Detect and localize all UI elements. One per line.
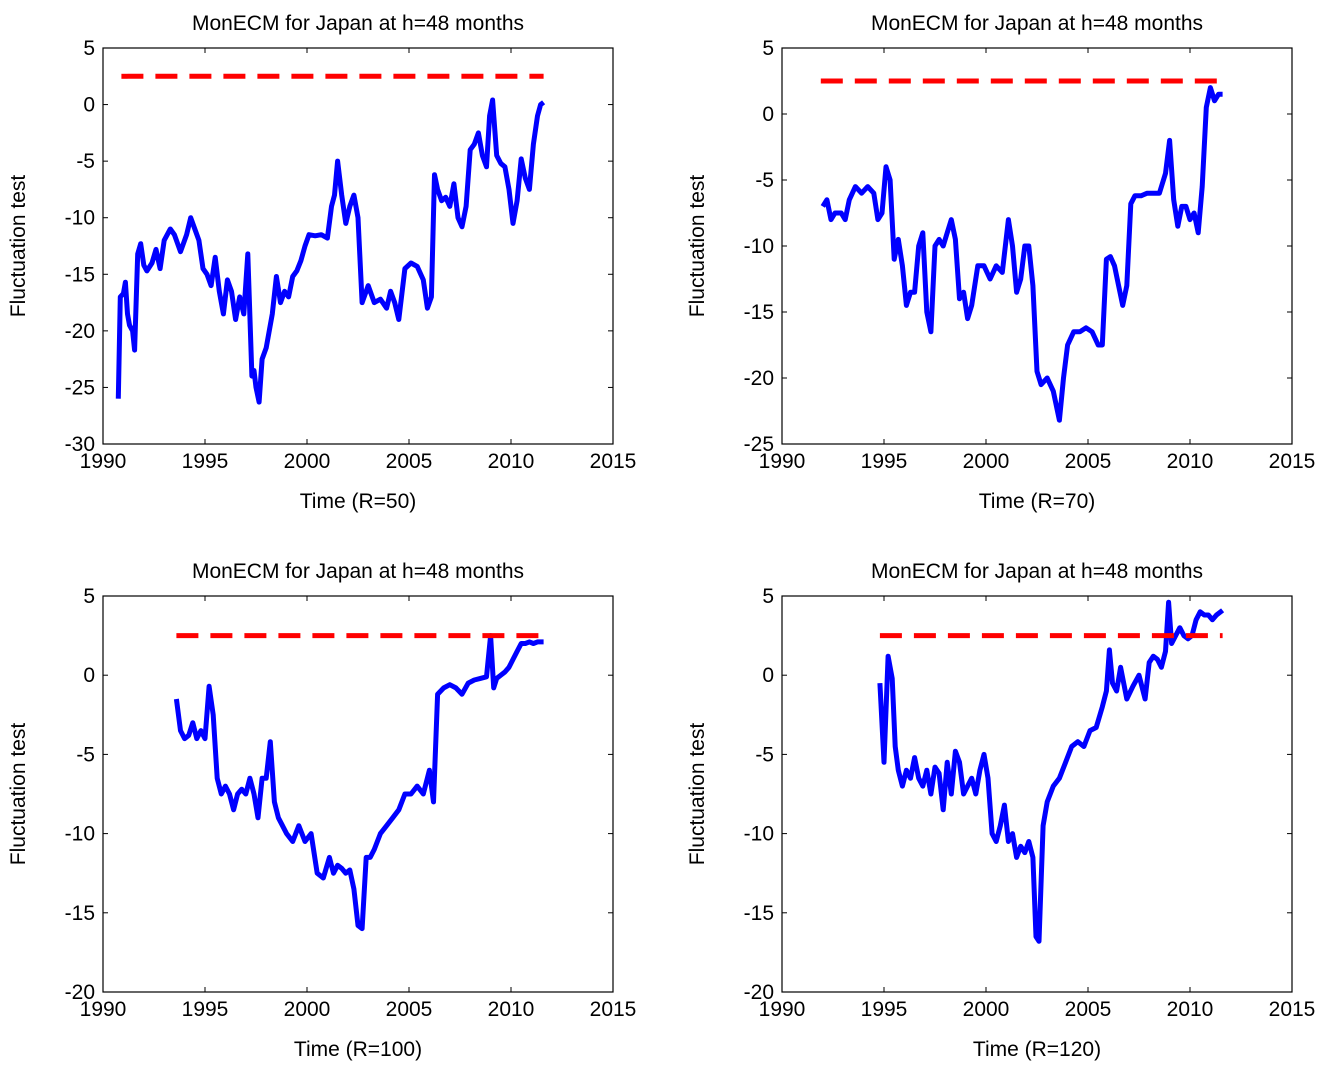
y-tick-label: -15 <box>744 301 774 324</box>
x-tick-label: 2015 <box>1269 998 1316 1021</box>
y-tick-label: 5 <box>83 37 95 60</box>
y-tick-label: -20 <box>65 981 95 1004</box>
y-tick-label: 0 <box>83 94 95 117</box>
x-axis-label: Time (R=70) <box>979 490 1096 513</box>
y-tick-label: -10 <box>65 823 95 846</box>
x-tick-label: 2005 <box>386 450 433 473</box>
y-tick-label: -5 <box>76 743 95 766</box>
x-tick-label: 2015 <box>1269 450 1316 473</box>
y-axis-label: Fluctuation test <box>686 723 709 866</box>
x-tick-label: 1995 <box>861 998 908 1021</box>
y-tick-label: -25 <box>65 376 95 399</box>
chart-title: MonECM for Japan at h=48 months <box>192 560 524 583</box>
x-tick-label: 2005 <box>1065 998 1112 1021</box>
plot-area: 1990 1995 2000 2005 2010 2015 -20 -15 -10 -5 0 5 <box>744 585 1316 1021</box>
chart-panel-3: MonECM for Japan at h=48 months Time (R=… <box>7 560 636 1061</box>
x-tick-label: 1995 <box>861 450 908 473</box>
y-axis-label: Fluctuation test <box>7 723 30 866</box>
fluctuation-series-line <box>115 97 546 405</box>
y-tick-label: -15 <box>65 263 95 286</box>
y-tick-label: -15 <box>744 902 774 925</box>
x-tick-label: 2015 <box>590 998 637 1021</box>
y-tick-label: -5 <box>755 743 774 766</box>
x-tick-label: 2000 <box>284 998 331 1021</box>
y-tick-label: -20 <box>744 981 774 1004</box>
axes-box <box>102 595 614 993</box>
y-tick-label: 5 <box>83 585 95 608</box>
chart-title: MonECM for Japan at h=48 months <box>192 12 524 35</box>
y-axis-label: Fluctuation test <box>7 175 30 318</box>
x-tick-label: 2005 <box>386 998 433 1021</box>
chart-title: MonECM for Japan at h=48 months <box>871 560 1203 583</box>
chart-panel-1: MonECM for Japan at h=48 months Time (R=… <box>7 12 636 513</box>
axes-box <box>781 595 1293 993</box>
x-axis-label: Time (R=100) <box>294 1038 422 1061</box>
y-tick-label: -15 <box>65 902 95 925</box>
y-tick-label: -20 <box>65 320 95 343</box>
y-tick-label: -30 <box>65 433 95 456</box>
y-tick-label: -5 <box>76 150 95 173</box>
x-tick-label: 2010 <box>1167 998 1214 1021</box>
x-tick-label: 2015 <box>590 450 637 473</box>
y-tick-label: -5 <box>755 169 774 192</box>
x-tick-label: 2010 <box>488 998 535 1021</box>
x-tick-label: 1990 <box>80 998 127 1021</box>
plot-area: 1990 1995 2000 2005 2010 2015 -25 -20 -15 -10 -5 0 5 <box>744 37 1316 473</box>
y-tick-label: -20 <box>744 367 774 390</box>
x-tick-label: 2000 <box>284 450 331 473</box>
plot-area: 1990 1995 2000 2005 2010 2015 -30 -25 -20 -15 -10 -… <box>65 37 637 473</box>
y-axis-label: Fluctuation test <box>686 175 709 318</box>
chart-title: MonECM for Japan at h=48 months <box>871 12 1203 35</box>
fluctuation-series-line <box>877 599 1225 944</box>
y-tick-label: -25 <box>744 433 774 456</box>
y-tick-label: 0 <box>762 664 774 687</box>
x-axis-label: Time (R=50) <box>300 490 417 513</box>
y-tick-label: -10 <box>65 207 95 230</box>
x-tick-label: 2010 <box>1167 450 1214 473</box>
x-tick-label: 1990 <box>759 450 806 473</box>
x-tick-label: 2005 <box>1065 450 1112 473</box>
x-tick-label: 2010 <box>488 450 535 473</box>
axes-box <box>102 47 614 445</box>
x-tick-label: 2000 <box>963 450 1010 473</box>
chart-panel-4: MonECM for Japan at h=48 months Time (R=… <box>686 560 1315 1061</box>
y-tick-label: 0 <box>762 103 774 126</box>
x-tick-label: 1990 <box>759 998 806 1021</box>
x-axis-label: Time (R=120) <box>973 1038 1101 1061</box>
y-tick-label: -10 <box>744 235 774 258</box>
y-tick-label: 0 <box>83 664 95 687</box>
y-tick-label: 5 <box>762 37 774 60</box>
fluctuation-series-line <box>820 85 1223 423</box>
x-tick-label: 2000 <box>963 998 1010 1021</box>
x-tick-label: 1995 <box>182 998 229 1021</box>
chart-panel-2: MonECM for Japan at h=48 months Time (R=… <box>686 12 1315 513</box>
x-tick-label: 1995 <box>182 450 229 473</box>
y-tick-label: 5 <box>762 585 774 608</box>
x-tick-label: 1990 <box>80 450 127 473</box>
y-tick-label: -10 <box>744 823 774 846</box>
plot-area: 1990 1995 2000 2005 2010 2015 -20 -15 -10 -5 0 5 <box>65 585 637 1021</box>
